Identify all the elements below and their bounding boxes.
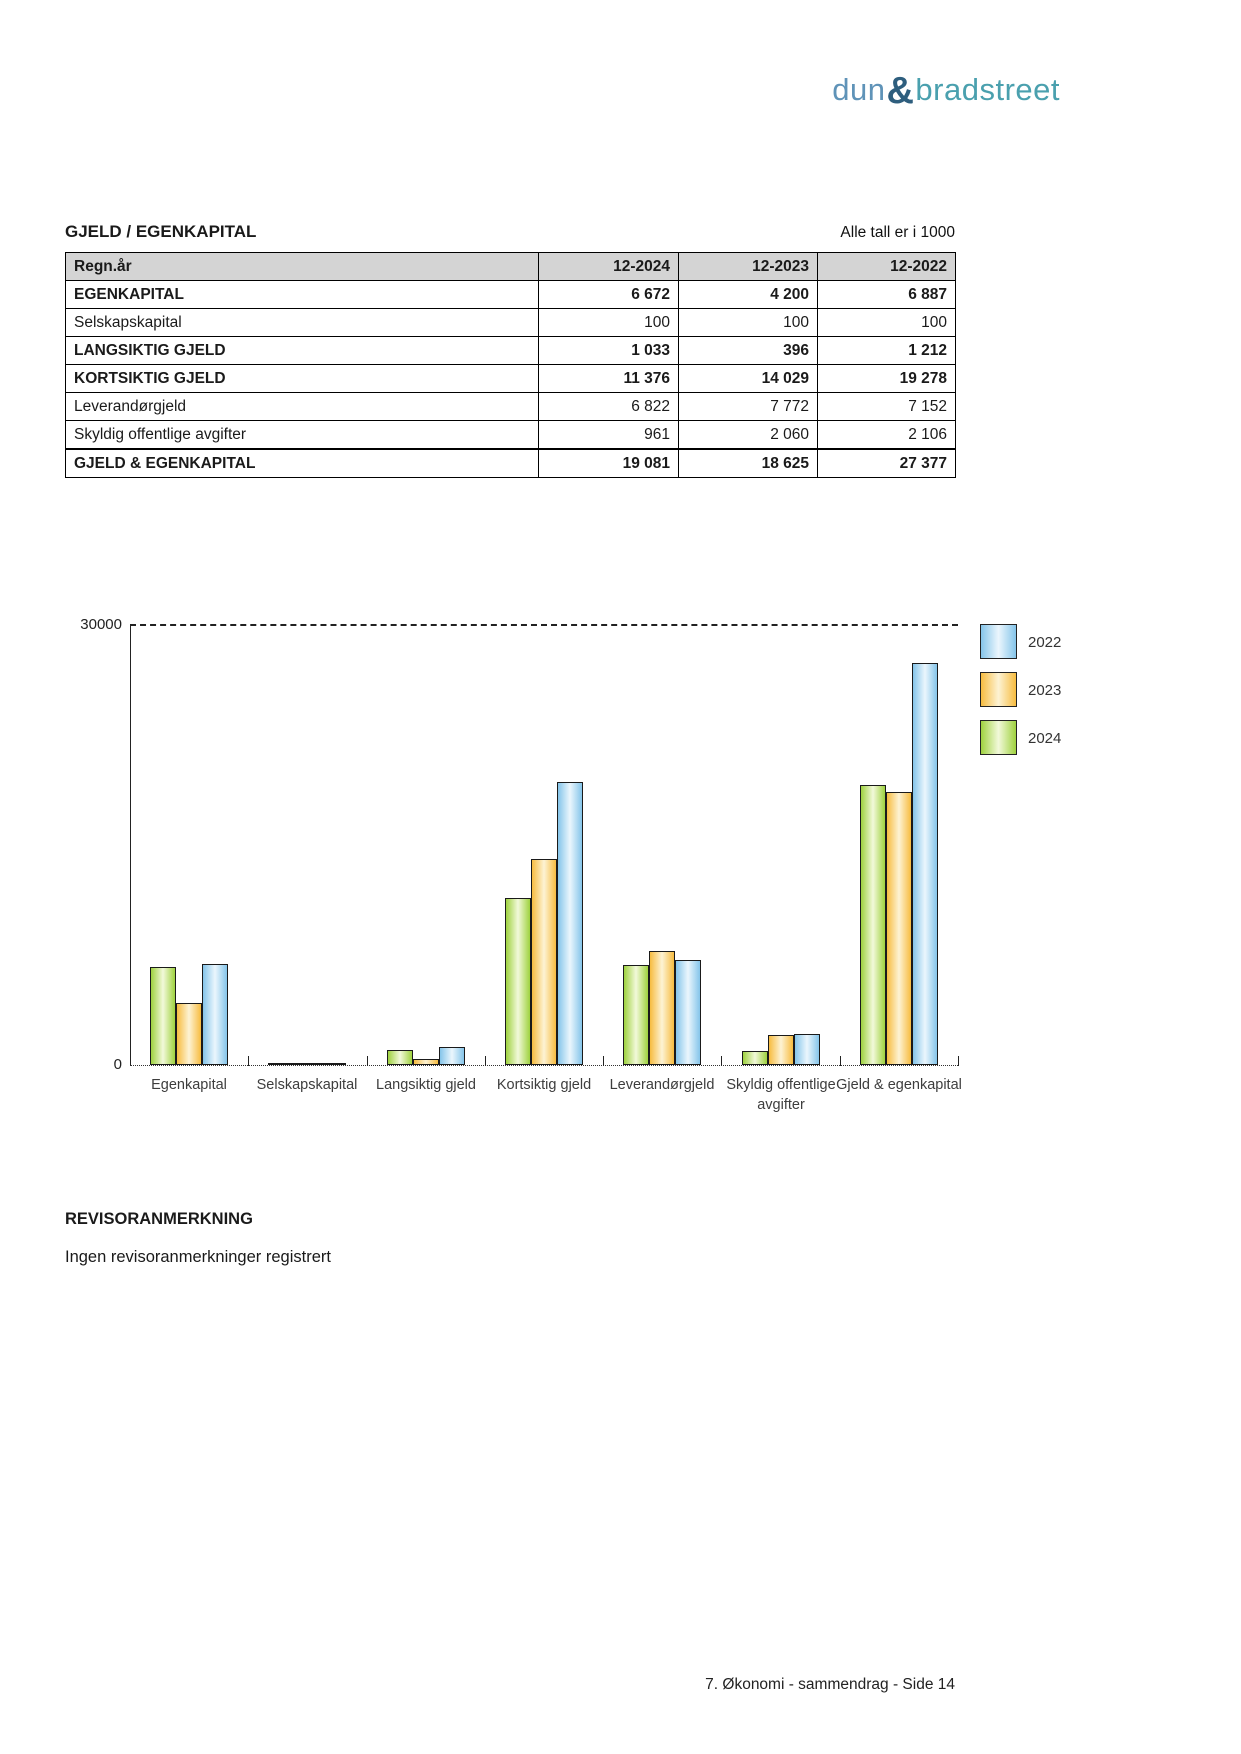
column-header-year: 12-2022	[817, 252, 956, 281]
category-label: Leverandørgjeld	[609, 1077, 715, 1093]
bar-2023	[413, 1059, 439, 1065]
y-tick-label-zero: 0	[113, 1056, 122, 1073]
bar-2024	[387, 1050, 413, 1065]
table-row: EGENKAPITAL 6 672 4 200 6 887	[65, 280, 956, 309]
row-label: Leverandørgjeld	[65, 392, 539, 421]
revisor-heading: REVISORANMERKNING	[65, 1210, 253, 1228]
gridline-30000	[130, 624, 958, 626]
legend-swatch-2022	[980, 624, 1017, 659]
legend-label-2022: 2022	[1028, 634, 1062, 651]
row-label: Skyldig offentlige avgifter	[65, 420, 539, 450]
row-label: LANGSIKTIG GJELD	[65, 336, 539, 365]
cell-value: 19 081	[538, 448, 679, 478]
balance-table: Regn.år 12-2024 12-2023 12-2022 EGENKAPITAL…	[65, 252, 956, 478]
bar-2024	[860, 785, 886, 1065]
x-axis-tick	[603, 1056, 605, 1066]
cell-value: 100	[678, 308, 818, 337]
units-note: Alle tall er i 1000	[840, 224, 955, 241]
column-header-year: 12-2023	[678, 252, 818, 281]
x-axis-tick	[484, 1056, 486, 1066]
cell-value: 1 033	[538, 336, 679, 365]
bar-2024	[268, 1063, 294, 1065]
logo-text-bradstreet: bradstreet	[915, 72, 1060, 107]
cell-value: 961	[538, 420, 679, 450]
table-row: Leverandørgjeld 6 822 7 772 7 152	[65, 392, 956, 421]
bar-2024	[742, 1051, 768, 1065]
cell-value: 7 772	[678, 392, 818, 421]
cell-value: 396	[678, 336, 818, 365]
bar-2022	[675, 960, 701, 1065]
cell-value: 4 200	[678, 280, 818, 309]
row-label: KORTSIKTIG GJELD	[65, 364, 539, 393]
cell-value: 2 060	[678, 420, 818, 450]
page-footer: 7. Økonomi - sammendrag - Side 14	[705, 1676, 955, 1693]
cell-value: 1 212	[817, 336, 956, 365]
section-title: GJELD / EGENKAPITAL	[65, 222, 257, 241]
y-tick-label-max: 30000	[80, 616, 122, 633]
bar-2023	[531, 859, 557, 1065]
table-row: GJELD & EGENKAPITAL 19 081 18 625 27 377	[65, 448, 956, 478]
legend-label-2023: 2023	[1028, 682, 1062, 699]
bar-2023	[886, 792, 912, 1065]
cell-value: 100	[538, 308, 679, 337]
category-label: Selskapskapital	[256, 1077, 358, 1093]
row-label: GJELD & EGENKAPITAL	[65, 448, 539, 478]
table-row: LANGSIKTIG GJELD 1 033 396 1 212	[65, 336, 956, 365]
bar-2022	[557, 782, 583, 1065]
bar-2022	[912, 663, 938, 1065]
cell-value: 14 029	[678, 364, 818, 393]
logo-text-dun: dun	[832, 72, 886, 107]
x-axis-baseline	[130, 1065, 958, 1066]
cell-value: 7 152	[817, 392, 956, 421]
cell-value: 11 376	[538, 364, 679, 393]
x-axis-tick	[839, 1056, 841, 1066]
category-label: Egenkapital	[151, 1077, 227, 1093]
bar-chart: 30000 0 Egenkapital Selskapskapital Langsikt…	[0, 540, 1241, 1160]
bar-2024	[623, 965, 649, 1065]
logo-ampersand-icon: &	[886, 70, 915, 112]
cell-value: 2 106	[817, 420, 956, 450]
column-header-year: 12-2024	[538, 252, 679, 281]
legend-label-2024: 2024	[1028, 730, 1062, 747]
x-axis-tick	[958, 1056, 959, 1066]
cell-value: 6 887	[817, 280, 956, 309]
revisor-body: Ingen revisoranmerkninger registrert	[65, 1248, 331, 1266]
row-label: EGENKAPITAL	[65, 280, 539, 309]
section-header: GJELD / EGENKAPITAL Alle tall er i 1000	[65, 222, 955, 242]
cell-value: 18 625	[678, 448, 818, 478]
row-label: Selskapskapital	[65, 308, 539, 337]
cell-value: 100	[817, 308, 956, 337]
legend-swatch-2023	[980, 672, 1017, 707]
category-label: Gjeld & egenkapital	[836, 1077, 962, 1093]
category-label: Skyldig offentlige avgifter	[726, 1077, 836, 1114]
y-axis-line	[130, 625, 131, 1065]
cell-value: 19 278	[817, 364, 956, 393]
bar-2022	[439, 1047, 465, 1065]
bar-2023	[768, 1035, 794, 1065]
table-row: Selskapskapital 100 100 100	[65, 308, 956, 337]
cell-value: 6 672	[538, 280, 679, 309]
x-axis-tick	[366, 1056, 368, 1066]
category-label: Kortsiktig gjeld	[496, 1077, 592, 1093]
bar-2024	[150, 967, 176, 1065]
bar-2024	[505, 898, 531, 1065]
x-axis-tick	[248, 1056, 250, 1066]
bar-2022	[794, 1034, 820, 1065]
dun-bradstreet-logo: dun&bradstreet	[0, 70, 1060, 113]
column-header-label: Regn.år	[65, 252, 539, 281]
category-label: Langsiktig gjeld	[376, 1077, 476, 1093]
bar-2022	[202, 964, 228, 1065]
table-row: Skyldig offentlige avgifter 961 2 060 2 106	[65, 420, 956, 450]
bar-2023	[176, 1003, 202, 1065]
table-row: KORTSIKTIG GJELD 11 376 14 029 19 278	[65, 364, 956, 393]
x-axis-tick	[721, 1056, 723, 1066]
legend-swatch-2024	[980, 720, 1017, 755]
bar-2023	[649, 951, 675, 1065]
cell-value: 27 377	[817, 448, 956, 478]
bar-2022	[320, 1063, 346, 1065]
cell-value: 6 822	[538, 392, 679, 421]
bar-2023	[294, 1063, 320, 1065]
balance-table-header: Regn.år 12-2024 12-2023 12-2022	[65, 252, 956, 281]
